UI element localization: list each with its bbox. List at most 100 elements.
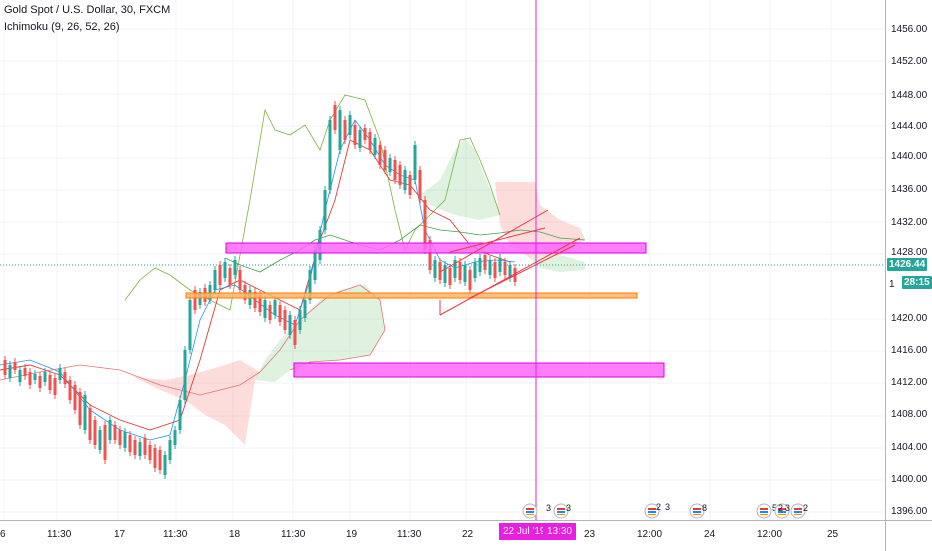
- candle-body: [298, 310, 302, 330]
- crosshair-date-tag: 22 Jul '19: [499, 523, 550, 540]
- candle-body: [303, 300, 307, 318]
- indicator-label[interactable]: Ichimoku (9, 26, 52, 26): [4, 21, 120, 33]
- time-axis[interactable]: 6 11:30 17 11:30 18 11:30 19 11:30 22 23…: [0, 520, 885, 551]
- event-count: 8: [702, 503, 708, 513]
- candle-body: [508, 265, 512, 278]
- time-tick: 6: [0, 529, 6, 540]
- candle-body: [383, 150, 387, 170]
- candle-body: [413, 145, 417, 180]
- candle-body: [353, 125, 357, 145]
- cloud-red-area: [130, 360, 260, 445]
- candle-body: [133, 440, 137, 455]
- candle-body: [98, 430, 102, 450]
- candle-body: [178, 400, 182, 430]
- event-flag-icon[interactable]: [774, 503, 790, 519]
- price-tick: 1396.00: [891, 506, 928, 517]
- candle-body: [403, 170, 407, 190]
- candle-body: [418, 170, 422, 200]
- time-tick: 19: [346, 529, 358, 540]
- candle-body: [433, 260, 437, 278]
- price-axis[interactable]: 1456.00 1452.00 1448.00 1444.00 1440.00 …: [885, 0, 932, 520]
- event-count: 2: [656, 502, 662, 512]
- candle-body: [328, 120, 332, 190]
- candle-body: [118, 430, 122, 445]
- candle-body: [278, 305, 282, 322]
- event-flag-icon[interactable]: [689, 503, 705, 519]
- candle-body: [238, 270, 242, 290]
- candle-body: [263, 300, 267, 318]
- trendline: [439, 209, 549, 273]
- chart-area[interactable]: Gold Spot / U.S. Dollar, 30, FXCM Ichimo…: [0, 0, 885, 520]
- event-flag-icon[interactable]: [522, 503, 538, 519]
- candle-body: [448, 268, 452, 285]
- candle-body: [288, 315, 292, 335]
- price-tick: 1400.00: [891, 474, 928, 485]
- candle-body: [393, 160, 397, 180]
- countdown-tag: 28:15: [902, 276, 932, 289]
- event-flag-icon[interactable]: [553, 503, 569, 519]
- candle-body: [373, 138, 377, 155]
- symbol-title[interactable]: Gold Spot / U.S. Dollar, 30, FXCM: [4, 4, 171, 16]
- price-tick: 1448.00: [891, 90, 928, 101]
- event-count: 3: [566, 503, 572, 513]
- time-tick: 11:30: [47, 529, 72, 540]
- candle-body: [88, 408, 92, 440]
- resistance-zone-rect: [225, 242, 647, 254]
- candle-body: [183, 350, 187, 400]
- last-price-tag: 1426.44: [887, 258, 928, 271]
- candle-body: [443, 265, 447, 283]
- event-flag-icon[interactable]: [790, 503, 806, 519]
- support-zone-rect: [185, 292, 638, 299]
- price-tick: 1444.00: [891, 121, 928, 132]
- time-tick: 11:30: [163, 529, 188, 540]
- time-tick: 12:00: [757, 529, 783, 540]
- candle-body: [348, 115, 352, 135]
- event-flag-icon[interactable]: [756, 503, 772, 519]
- candle-body: [438, 262, 442, 280]
- candle-body: [143, 438, 147, 455]
- candle-body: [13, 362, 17, 370]
- candle-body: [258, 295, 262, 312]
- candle-body: [453, 260, 457, 278]
- candle-body: [463, 265, 467, 282]
- price-chart[interactable]: [0, 0, 885, 520]
- candle-body: [388, 158, 392, 172]
- candle-body: [168, 440, 172, 460]
- event-count: 3: [785, 503, 791, 513]
- candle-body: [473, 262, 477, 278]
- candle-body: [188, 300, 192, 350]
- trendline: [449, 227, 546, 253]
- event-count: 2: [803, 503, 809, 513]
- time-tick: 12:00: [637, 529, 663, 540]
- candle-body: [293, 320, 297, 345]
- price-tick: 1416.00: [891, 345, 928, 356]
- candle-body: [488, 260, 492, 275]
- candle-body: [498, 258, 502, 272]
- candle-body: [338, 110, 342, 150]
- candle-body: [333, 105, 337, 130]
- candle-body: [343, 120, 347, 140]
- candle-body: [493, 262, 497, 278]
- kijun-line: [0, 139, 511, 431]
- candle-body: [273, 300, 277, 315]
- candle-body: [63, 372, 67, 384]
- candle-body: [163, 455, 167, 475]
- candle-body: [398, 165, 402, 185]
- demand-zone-rect: [293, 362, 665, 378]
- candle-body: [73, 385, 77, 410]
- cloud-green-area: [530, 255, 585, 272]
- price-tick: 1436.00: [891, 184, 928, 195]
- price-tick: 1440.00: [891, 151, 928, 162]
- candle-body: [28, 372, 32, 385]
- candle-body: [483, 255, 487, 270]
- candle-body: [228, 268, 232, 285]
- event-flag-icon[interactable]: [644, 503, 660, 519]
- price-tick: 1452.00: [891, 56, 928, 67]
- candle-body: [68, 380, 72, 400]
- candle-body: [363, 128, 367, 140]
- candle-body: [193, 290, 197, 310]
- candle-body: [173, 430, 177, 445]
- event-count: 2: [778, 503, 784, 513]
- time-tick: 23: [584, 529, 596, 540]
- time-tick: 11:30: [281, 529, 306, 540]
